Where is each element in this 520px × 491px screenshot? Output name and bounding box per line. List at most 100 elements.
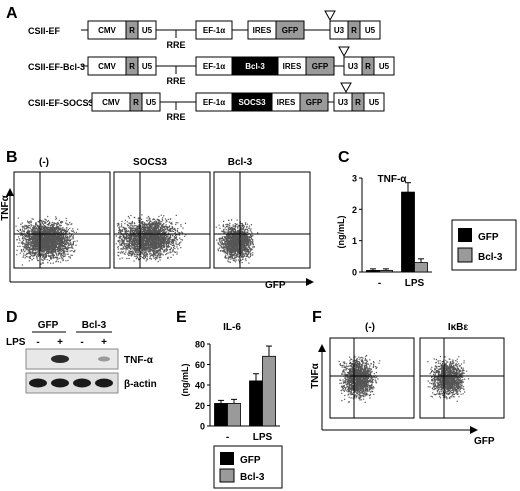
flow-title: SOCS3 [133,157,167,168]
r-label-3: R [365,62,371,71]
tnf-band [51,355,69,363]
flow-dot-cloud [338,354,381,403]
deletion-triangle-icon [324,10,336,22]
r-label: R [129,26,135,35]
tnf-chart-category-label: LPS [405,278,425,289]
u5-box-3 [359,20,381,40]
legend-label: GFP [240,455,261,466]
il6-chart-bar-gfp-0 [214,403,228,427]
actin-band [73,378,91,388]
actin-band [95,378,113,388]
flow-dot-cloud [15,215,79,266]
tnf-chart-bar-gfp-1 [401,191,415,273]
flow-title: (-) [39,157,49,168]
flow-dot-cloud [115,214,187,263]
panel-e-letter: E [176,309,187,326]
lane-group-label: GFP [38,320,59,331]
r-label: R [133,98,139,107]
panel-c-chart: TNF-α (ng/mL) 0 1 2 3 - LPS GFP Bcl-3 [336,174,517,289]
il6-chart-bar-bcl3-1 [262,355,276,427]
ires-label: IRES [283,62,302,71]
lps-label: LPS [6,337,26,348]
lane-sign: - [36,337,39,348]
il6-chart-tick-label: 40 [195,381,205,391]
tnf-chart-tick-label: 1 [352,236,357,246]
panel-c-letter: C [338,149,350,166]
flow-title: (-) [365,322,375,333]
chart-ylabel: (ng/mL) [336,216,346,249]
legend-swatch-gfp [458,228,472,242]
rre-label: RRE [166,40,185,50]
lane-sign: - [80,337,83,348]
actin-band [29,378,47,388]
tnf-chart-tick-label: 2 [352,205,357,215]
flow-dot-cloud [215,219,259,264]
il6-chart-tick-label: 60 [195,360,205,370]
il6-chart-tick-label: 80 [195,340,205,350]
u3-label: U3 [348,62,359,71]
flow-ylabel: TNFα [0,194,11,220]
legend-swatch-bcl3 [219,468,235,483]
il6-chart-category-label: - [226,432,229,443]
u3-label: U3 [338,98,349,107]
u5-label-3: U5 [369,98,380,107]
il6-chart-tick-label: 0 [200,422,205,432]
gfp-label: GFP [282,26,299,35]
chart-title: TNF-α [378,174,408,185]
flow-title: IκBε [448,322,469,333]
construct-csii-ef-bcl3: CSII-EF-Bcl-3 CMV R U5 EF-1α Bcl-3 IRES … [28,46,395,86]
ires-label: IRES [277,98,296,107]
chart-title: IL-6 [223,322,241,333]
tnf-chart-tick-label: 0 [352,268,357,278]
construct-label: CSII-EF [28,26,61,36]
ires-label: IRES [253,26,272,35]
u5-label: U5 [142,62,153,71]
u3-label: U3 [334,26,345,35]
x-arrow-icon [470,426,478,434]
ef1a-label: EF-1α [203,62,225,71]
flow-title: Bcl-3 [228,157,253,168]
bcl3-insert-label: Bcl-3 [245,62,265,71]
construct-csii-ef: CSII-EF CMV R U5 EF-1α IRES GFP U3 R U5 … [28,10,381,50]
panel-b-flow-plots: (-) SOCS3 Bcl-3 TNFα GFP [0,157,314,291]
cmv-label: CMV [98,62,116,71]
legend-label: GFP [478,232,499,243]
tnf-chart-tick-label: 3 [352,174,357,184]
actin-blot-strip [25,372,119,394]
il6-chart-tick-label: 20 [195,401,205,411]
construct-label: CSII-EF-Bcl-3 [28,62,85,72]
panel-f-letter: F [312,309,322,326]
panel-d-letter: D [6,309,18,326]
u5-label-3: U5 [365,26,376,35]
rre-label: RRE [166,112,185,122]
lane-sign: + [101,337,107,348]
legend-label: Bcl-3 [478,252,503,263]
panel-a-letter: A [6,5,18,22]
cmv-label: CMV [102,98,120,107]
panel-b-letter: B [6,149,18,166]
u5-label-3: U5 [379,62,390,71]
construct-label: CSII-EF-SOCS3 [28,98,94,108]
construct-csii-ef-socs3: CSII-EF-SOCS3 CMV R U5 EF-1α SOCS3 IRES … [28,82,385,122]
ef1a-label: EF-1α [203,98,225,107]
flow-xlabel: GFP [265,280,286,291]
ef1a-label: EF-1α [203,26,225,35]
tnf-blot-strip [25,348,119,370]
flow-xlabel: GFP [474,436,495,447]
gfp-label: GFP [312,62,329,71]
band-label: β-actin [124,379,157,390]
tnf-chart-category-label: - [378,278,381,289]
gfp-label: GFP [306,98,323,107]
il6-chart-category-label: LPS [253,432,273,443]
lane-group-label: Bcl-3 [82,320,107,331]
chart-ylabel: (ng/mL) [180,364,190,397]
tnf-chart-bar-bcl3-0 [379,270,393,273]
lane-sign: + [57,337,63,348]
flow-dot-cloud [427,355,470,402]
panel-e-chart: IL-6 (ng/mL) 0 20 40 60 80 - LPS GFP Bcl-3 [180,322,283,489]
x-arrow-icon [306,278,314,286]
actin-band [51,378,69,388]
legend-swatch-gfp [220,452,234,465]
cmv-label: CMV [98,26,116,35]
